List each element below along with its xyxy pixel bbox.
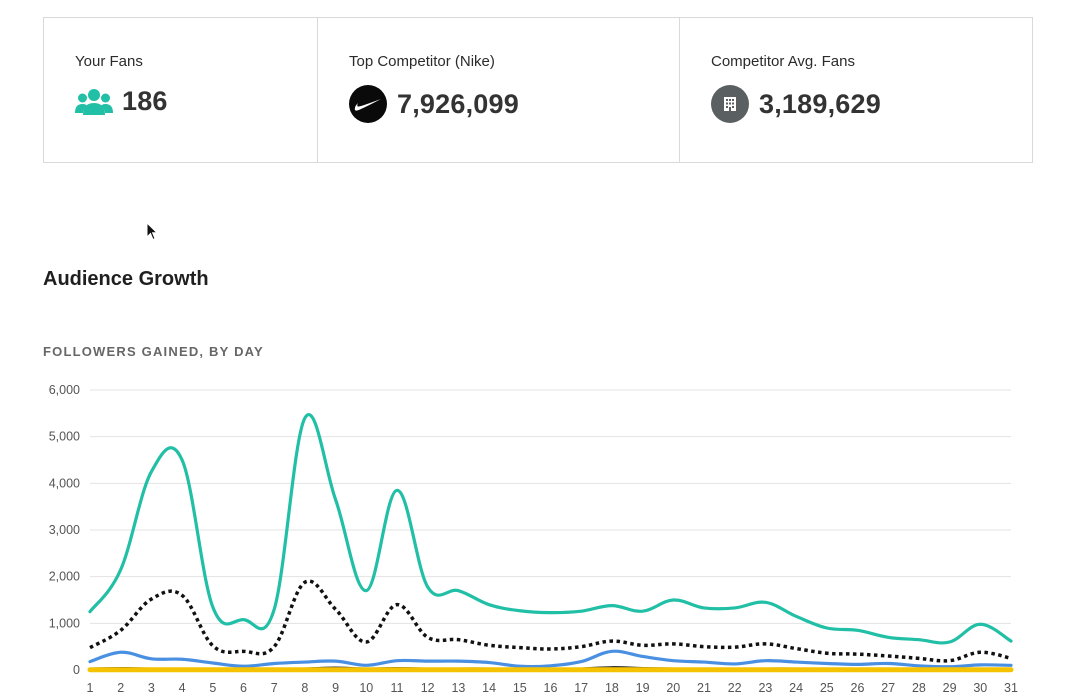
y-tick-label: 3,000	[49, 523, 80, 537]
competitor-avg-label: Competitor Avg. Fans	[711, 53, 855, 70]
competitor-avg-row: 3,189,629	[711, 85, 881, 123]
x-tick-label: 4	[179, 681, 186, 695]
x-tick-label: 30	[973, 681, 987, 695]
your-fans-value: 186	[122, 86, 168, 116]
y-tick-label: 1,000	[49, 616, 80, 630]
x-tick-label: 18	[605, 681, 619, 695]
top-competitor-row: 7,926,099	[349, 85, 519, 123]
x-tick-label: 22	[728, 681, 742, 695]
series-line-1	[88, 413, 1013, 645]
users-icon	[75, 88, 113, 115]
nike-swoosh-icon	[354, 99, 381, 111]
competitor-avg-card: Competitor Avg. Fans 3,189,629	[680, 18, 1032, 162]
y-tick-label: 6,000	[49, 383, 80, 397]
x-tick-label: 5	[209, 681, 216, 695]
x-tick-label: 11	[391, 681, 404, 695]
your-fans-row: 186	[75, 86, 168, 117]
nike-logo-avatar	[349, 85, 387, 123]
x-tick-label: 15	[513, 681, 527, 695]
x-tick-label: 14	[482, 681, 496, 695]
competitor-avg-value: 3,189,629	[759, 88, 881, 119]
competitor-avatar	[711, 85, 749, 123]
building-icon	[724, 97, 736, 111]
y-tick-label: 5,000	[49, 430, 80, 444]
x-tick-label: 2	[117, 681, 124, 695]
x-tick-label: 7	[271, 681, 278, 695]
x-tick-label: 24	[789, 681, 803, 695]
x-tick-label: 8	[301, 681, 308, 695]
top-competitor-value: 7,926,099	[397, 88, 519, 119]
your-fans-card: Your Fans 186	[44, 18, 318, 162]
x-tick-label: 19	[636, 681, 650, 695]
x-tick-label: 25	[820, 681, 834, 695]
top-competitor-label: Top Competitor (Nike)	[349, 53, 495, 70]
x-tick-label: 17	[574, 681, 588, 695]
x-tick-label: 10	[359, 681, 373, 695]
mouse-cursor-icon	[146, 222, 158, 241]
y-tick-label: 0	[73, 663, 80, 677]
x-tick-label: 1	[87, 681, 94, 695]
x-tick-label: 27	[881, 681, 895, 695]
top-competitor-card: Top Competitor (Nike) 7,926,099	[318, 18, 680, 162]
x-tick-label: 20	[666, 681, 680, 695]
x-tick-label: 12	[421, 681, 435, 695]
x-tick-label: 16	[544, 681, 558, 695]
audience-growth-title: Audience Growth	[43, 268, 209, 290]
x-tick-label: 31	[1004, 681, 1018, 695]
x-tick-label: 29	[943, 681, 957, 695]
x-tick-label: 26	[851, 681, 865, 695]
your-fans-label: Your Fans	[75, 53, 143, 70]
x-tick-label: 21	[697, 681, 711, 695]
series-line-3	[88, 649, 1013, 669]
chart-subtitle: FOLLOWERS GAINED, BY DAY	[43, 344, 264, 359]
x-tick-label: 23	[758, 681, 772, 695]
x-tick-label: 9	[332, 681, 339, 695]
stats-bar: Your Fans 186 Top Competitor (Nike) 7,92…	[43, 17, 1033, 163]
x-tick-label: 6	[240, 681, 247, 695]
x-tick-label: 13	[451, 681, 465, 695]
series-line-2	[89, 579, 1012, 663]
x-tick-label: 28	[912, 681, 926, 695]
y-tick-label: 4,000	[49, 476, 80, 490]
x-tick-label: 3	[148, 681, 155, 695]
y-tick-label: 2,000	[49, 570, 80, 584]
